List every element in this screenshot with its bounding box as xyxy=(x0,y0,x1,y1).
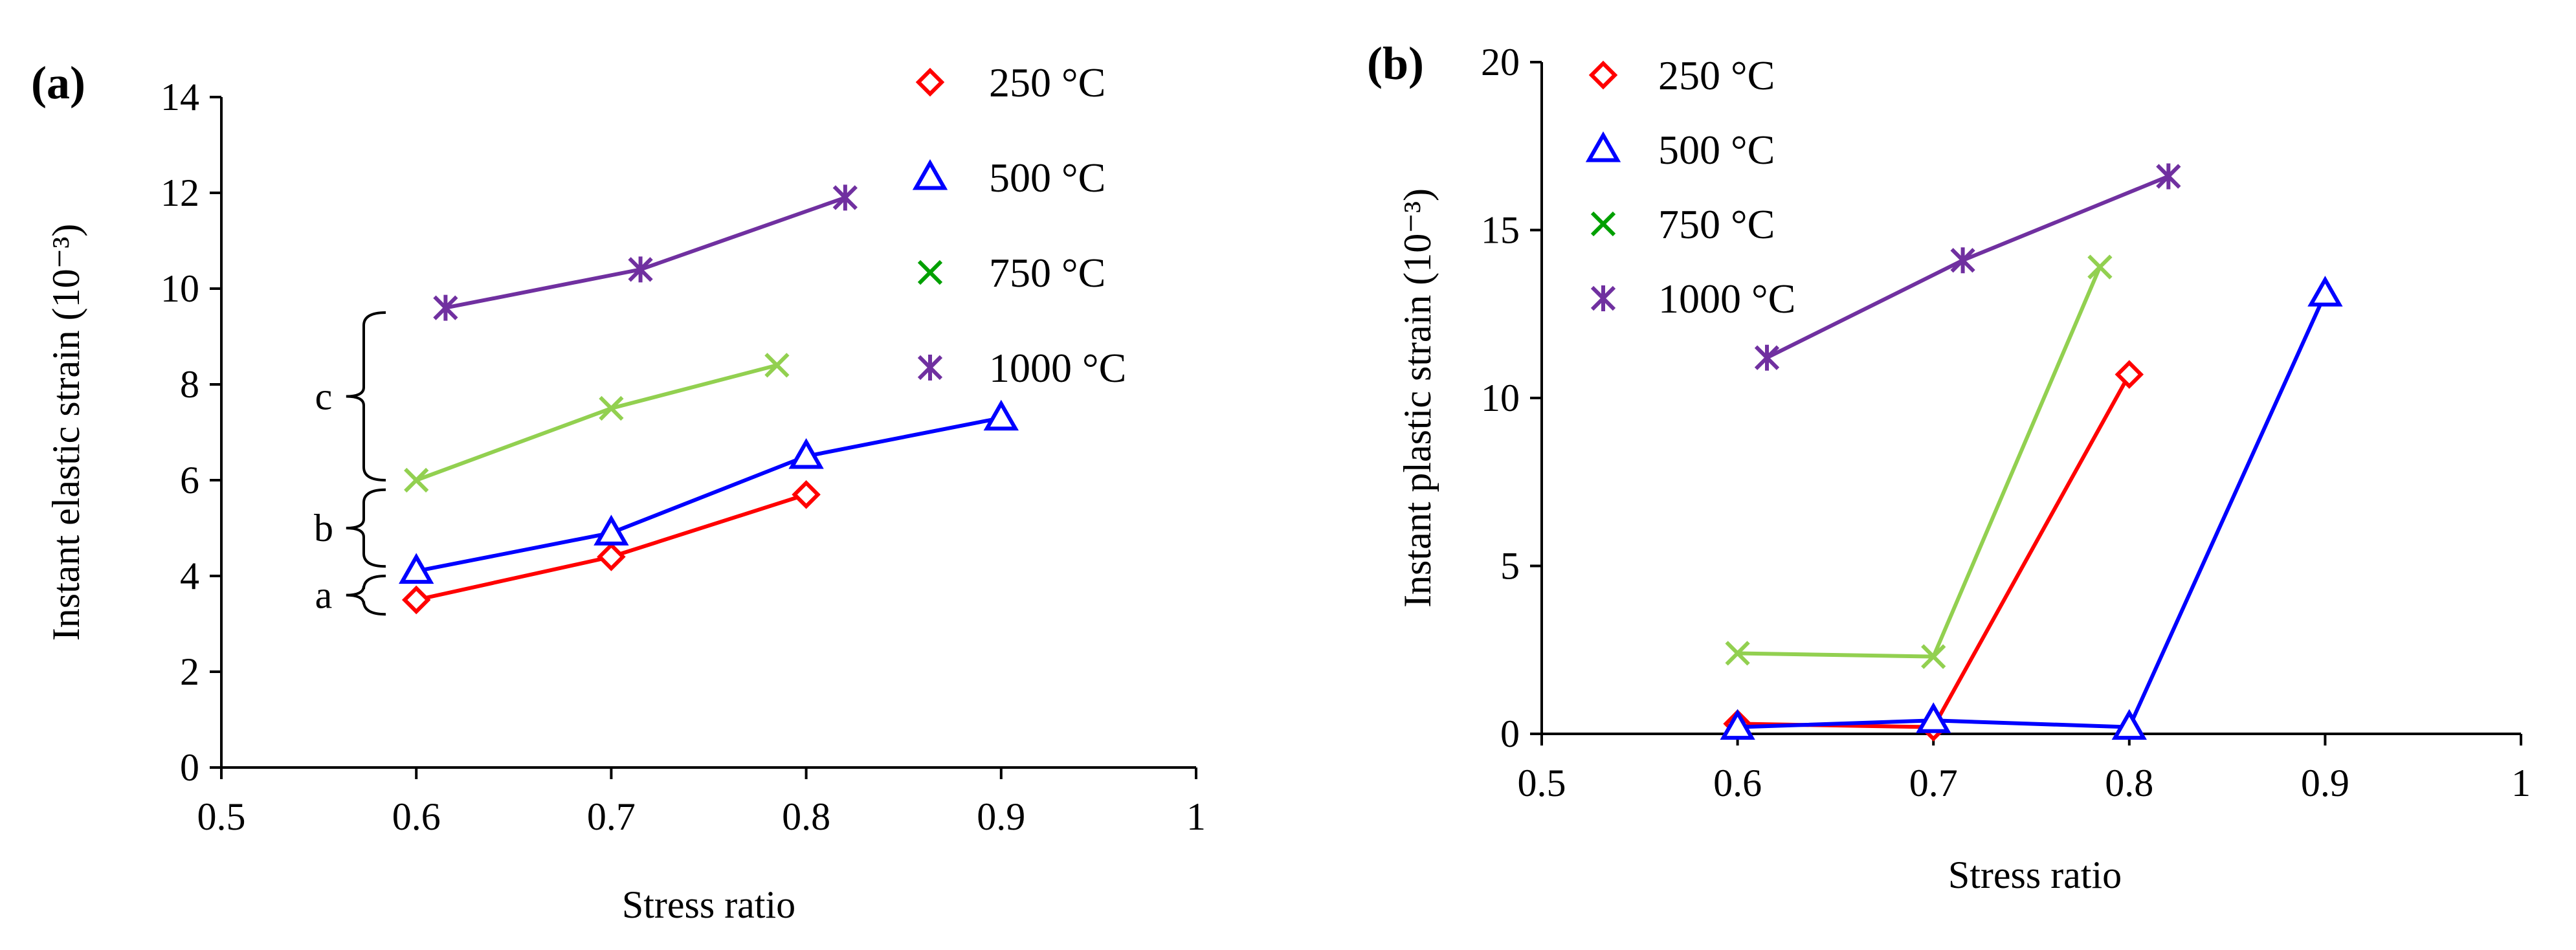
series-line xyxy=(1737,293,2327,729)
x-tick-label: 0.9 xyxy=(977,795,1025,838)
series-500c xyxy=(399,399,1019,584)
data-point xyxy=(1725,641,1750,666)
data-point xyxy=(792,480,821,509)
y-tick-label: 15 xyxy=(1481,209,1520,252)
series-line xyxy=(416,363,778,482)
series-line xyxy=(416,415,1002,573)
data-point xyxy=(594,514,629,546)
legend-marker xyxy=(1585,131,1621,162)
data-point xyxy=(628,256,653,283)
chart-panel-a: 0 2 4 6 8 10 12 14 0.5 0.6 0.7 0.8 0.9 1 Stress ratio I… xyxy=(31,57,1206,926)
data-point xyxy=(2156,163,2181,190)
data-point xyxy=(404,467,429,493)
series-line xyxy=(445,195,846,310)
series-250c xyxy=(401,480,821,615)
annotation-label: b xyxy=(314,507,333,549)
legend-label: 250 °C xyxy=(989,60,1105,105)
legend-marker xyxy=(912,159,948,190)
series-line xyxy=(1737,266,2102,659)
x-axis-label: Stress ratio xyxy=(1948,854,2122,896)
data-point xyxy=(597,542,626,571)
y-tick-label: 0 xyxy=(1500,712,1520,755)
series-line xyxy=(1737,373,2131,729)
x-tick-label: 0.8 xyxy=(782,795,830,838)
x-tick-label: 0.7 xyxy=(1909,762,1958,804)
data-point xyxy=(2307,276,2343,307)
legend-marker xyxy=(915,67,945,97)
data-point xyxy=(764,353,790,378)
series-750c xyxy=(404,353,790,493)
x-tick-label: 0.5 xyxy=(197,795,246,838)
x-tick-label: 0.6 xyxy=(392,795,441,838)
y-tick-label: 12 xyxy=(161,171,199,214)
y-tick-label: 2 xyxy=(180,650,199,693)
data-point xyxy=(599,395,624,421)
legend-label: 250 °C xyxy=(1658,52,1775,98)
x-tick-label: 0.9 xyxy=(2301,762,2349,804)
legend-marker xyxy=(1590,285,1616,311)
data-point xyxy=(832,184,858,211)
legend-label: 1000 °C xyxy=(1658,276,1795,322)
legend-label: 500 °C xyxy=(989,155,1105,201)
series-1000c xyxy=(433,184,858,321)
y-tick-label: 10 xyxy=(1481,377,1520,419)
data-point xyxy=(788,437,824,469)
data-point xyxy=(983,399,1019,431)
annotation-label: c xyxy=(315,375,333,418)
legend-label: 750 °C xyxy=(1658,201,1775,247)
legend: 250 °C 500 °C 750 °C 1000 °C xyxy=(912,60,1126,391)
legend-label: 1000 °C xyxy=(989,345,1126,391)
x-tick-label: 0.5 xyxy=(1518,762,1566,804)
data-point xyxy=(1921,644,1946,669)
x-tick-label: 1 xyxy=(1186,795,1206,838)
series-500c xyxy=(1720,276,2343,740)
y-tick-label: 4 xyxy=(180,555,199,597)
data-point xyxy=(2087,254,2113,280)
annotation-brace xyxy=(346,311,386,481)
y-tick-label: 20 xyxy=(1481,41,1520,83)
data-point xyxy=(1916,702,1951,733)
annotation-label: a xyxy=(315,574,333,617)
data-point xyxy=(1950,247,1975,274)
panel-label: (b) xyxy=(1367,38,1424,89)
data-point xyxy=(2115,360,2144,389)
data-point xyxy=(2111,709,2147,740)
panel-label: (a) xyxy=(31,57,85,109)
x-tick-label: 0.6 xyxy=(1713,762,1762,804)
legend-label: 500 °C xyxy=(1658,127,1775,173)
data-point xyxy=(1720,709,1755,740)
data-point xyxy=(399,553,434,584)
data-point xyxy=(401,585,431,615)
legend-marker xyxy=(1588,60,1618,90)
series-250c xyxy=(1723,360,2144,742)
series-1000c xyxy=(1754,163,2181,371)
y-tick-label: 8 xyxy=(180,363,199,406)
data-point xyxy=(1754,344,1780,371)
chart-panel-b: 0 5 10 15 20 0.5 0.6 0.7 0.8 0.9 1 Stress ratio Inst… xyxy=(1367,38,2531,896)
y-tick-label: 6 xyxy=(180,459,199,502)
x-axis-label: Stress ratio xyxy=(622,883,795,926)
legend-marker xyxy=(917,355,943,381)
annotation-brace xyxy=(346,575,386,616)
y-tick-label: 10 xyxy=(161,267,199,310)
y-tick-label: 5 xyxy=(1500,545,1520,588)
data-point xyxy=(433,294,458,321)
x-tick-label: 0.8 xyxy=(2105,762,2153,804)
x-tick-label: 1 xyxy=(2511,762,2531,804)
legend-label: 750 °C xyxy=(989,250,1105,296)
legend-marker xyxy=(917,260,943,285)
x-tick-label: 0.7 xyxy=(587,795,636,838)
y-tick-label: 0 xyxy=(180,746,199,789)
y-tick-label: 14 xyxy=(161,76,199,118)
annotation-brace xyxy=(346,488,386,568)
y-axis-label: Instant elastic strain (10⁻³) xyxy=(45,224,87,641)
legend: 250 °C 500 °C 750 °C 1000 °C xyxy=(1585,52,1795,322)
y-axis-label: Instant plastic strain (10⁻³) xyxy=(1396,188,1439,608)
legend-marker xyxy=(1590,211,1616,237)
series-750c xyxy=(1725,254,2113,669)
